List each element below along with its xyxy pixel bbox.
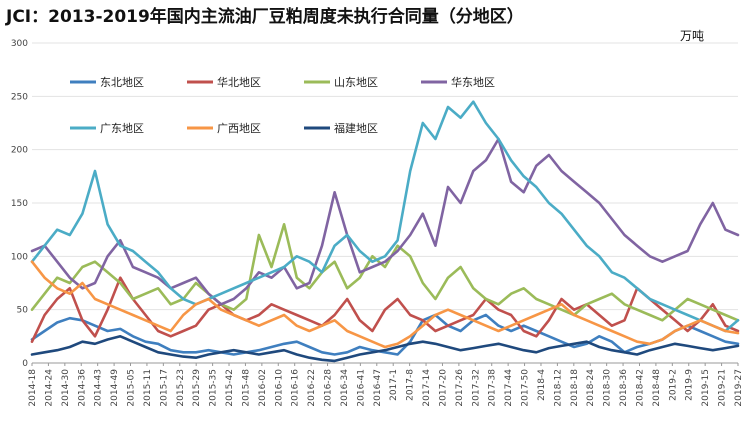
x-tick-label: 2017-32	[471, 369, 481, 407]
x-tick-label: 2014-43	[94, 369, 104, 407]
y-tick-label: 0	[22, 359, 28, 369]
series-line-华北地区	[30, 276, 740, 344]
x-tick-label: 2016-16	[291, 369, 301, 407]
y-tick-label: 50	[17, 306, 29, 316]
x-tick-label: 2018-36	[619, 369, 629, 407]
series-line-华东地区	[30, 137, 740, 306]
x-tick-label: 2014-49	[110, 369, 120, 407]
x-tick-label: 2016-47	[373, 369, 383, 407]
x-tick-label: 2015-29	[192, 369, 202, 407]
x-tick-label: 2016-28	[324, 369, 334, 407]
y-tick-label: 200	[11, 146, 28, 156]
x-tick-label: 2017-38	[488, 369, 498, 407]
x-tick-label: 2014-30	[61, 369, 71, 407]
x-tick-label: 2017-14	[422, 369, 432, 407]
legend-label: 广东地区	[100, 122, 144, 135]
x-tick-label: 2019-27	[734, 369, 744, 407]
y-tick-label: 100	[11, 252, 28, 262]
x-tick-label: 2018-30	[603, 369, 613, 407]
y-tick-label: 250	[11, 92, 28, 102]
legend-label: 华北地区	[217, 75, 261, 89]
x-tick-label: 2018-42	[635, 369, 645, 407]
series-line-山东地区	[30, 223, 740, 322]
x-tick-label: 2015-17	[159, 369, 169, 407]
x-tick-label: 2018-18	[570, 369, 580, 407]
x-tick-label: 2019-15	[701, 369, 711, 407]
legend-label: 广西地区	[217, 122, 261, 135]
series-line-福建地区	[30, 334, 740, 363]
x-tick-label: 2016-02	[258, 369, 268, 407]
axes: 0 50 100 150 200 250 300 2014-18 2014-24 2014-30 2…	[11, 39, 744, 407]
x-tick-label: 2017-50	[521, 369, 531, 407]
y-tick-label: 150	[11, 199, 28, 209]
legend-label: 东北地区	[100, 76, 144, 89]
x-tick-label: 2015-42	[225, 369, 235, 407]
x-tick-label: 2017-8	[406, 369, 416, 401]
x-tick-label: 2014-18	[28, 369, 38, 407]
series-line-广西地区	[30, 260, 740, 349]
x-tick-label: 2015-11	[143, 369, 153, 407]
legend-label: 山东地区	[334, 76, 378, 89]
x-tick-label: 2014-36	[77, 369, 87, 407]
x-tick-label: 2016-22	[307, 369, 317, 407]
x-tick-label: 2019-2	[668, 369, 678, 401]
x-tick-label: 2018-48	[652, 369, 662, 407]
grid-lines	[32, 42, 738, 364]
x-tick-label: 2014-24	[44, 369, 54, 407]
legend-label: 福建地区	[334, 121, 378, 135]
series-line-东北地区	[30, 313, 740, 356]
x-tick-label: 2018-24	[586, 369, 596, 407]
y-tick-label: 300	[11, 39, 28, 49]
x-tick-label: 2017-1	[389, 369, 399, 401]
x-tick-label: 2015-35	[209, 369, 219, 407]
x-tick-label: 2016-10	[274, 369, 284, 407]
x-tick-label: 2018-4	[537, 369, 547, 401]
unit-label: 万吨	[680, 29, 704, 43]
series-line-广东地区	[30, 100, 740, 333]
chart-title: JCI：2013-2019年国内主流油厂豆粕周度未执行合同量（分地区）	[5, 6, 524, 27]
x-tick-label: 2018-12	[553, 369, 563, 407]
x-tick-label: 2019-9	[685, 369, 695, 401]
x-tick-label: 2017-20	[438, 369, 448, 407]
x-tick-label: 2016-34	[340, 369, 350, 407]
x-tick-label: 2015-05	[127, 369, 137, 407]
x-tick-label: 2017-44	[504, 369, 514, 407]
series-lines	[30, 100, 740, 363]
x-tick-label: 2015-48	[241, 369, 251, 407]
x-tick-label: 2019-21	[718, 369, 728, 407]
x-tick-label: 2017-26	[455, 369, 465, 407]
x-tick-label: 2016-41	[356, 369, 366, 407]
legend-label: 华东地区	[451, 75, 495, 89]
x-tick-label: 2015-23	[176, 369, 186, 407]
